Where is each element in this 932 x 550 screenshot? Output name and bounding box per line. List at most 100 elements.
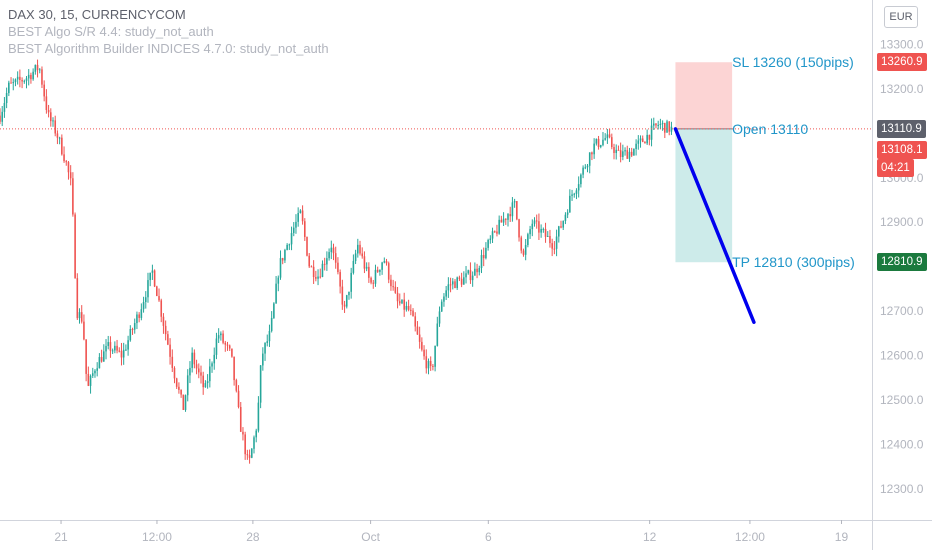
candle-body xyxy=(0,115,1,122)
y-tick-label: 12600.0 xyxy=(880,349,924,363)
candle-body xyxy=(478,267,481,273)
candle-body xyxy=(376,269,379,272)
candle-body xyxy=(138,314,140,318)
candle-body xyxy=(310,266,313,268)
candle-body xyxy=(546,235,549,237)
candle-body xyxy=(414,316,417,327)
price-axis-bg xyxy=(872,0,932,550)
candle-body xyxy=(438,311,441,324)
candle-body xyxy=(535,220,538,222)
candle-body xyxy=(527,234,529,246)
candle-body xyxy=(151,270,154,273)
candle-body xyxy=(518,219,520,238)
candle-body xyxy=(253,437,255,449)
candle-body xyxy=(458,277,461,279)
candle-body xyxy=(575,190,578,194)
candle-body xyxy=(602,139,604,146)
candle-body xyxy=(83,321,85,340)
candle-body xyxy=(268,330,271,342)
candle-body xyxy=(295,221,297,228)
candle-body xyxy=(348,291,350,296)
candle-body xyxy=(133,323,136,330)
candle-body xyxy=(432,365,434,367)
candle-body xyxy=(447,284,450,291)
candle-body xyxy=(246,454,249,456)
candle-body xyxy=(586,165,589,168)
candle-body xyxy=(264,342,266,354)
y-tick-label: 13200.0 xyxy=(880,82,924,96)
candle-body xyxy=(403,299,405,310)
candle-body xyxy=(45,96,48,111)
candle-body xyxy=(131,329,134,331)
candle-body xyxy=(443,296,445,302)
candle-body xyxy=(582,167,584,175)
candle-body xyxy=(445,290,447,297)
candle-body xyxy=(650,125,653,140)
candle-body xyxy=(509,214,512,217)
candle-body xyxy=(76,278,79,319)
candles xyxy=(0,59,673,464)
candle-body xyxy=(345,295,348,307)
candle-body xyxy=(670,126,673,132)
candle-body xyxy=(584,167,587,169)
candle-body xyxy=(85,339,87,374)
candle-body xyxy=(1,111,4,122)
candle-body xyxy=(394,286,397,293)
candle-body xyxy=(202,375,204,388)
candle-body xyxy=(211,363,213,367)
candle-body xyxy=(370,277,372,283)
candle-body xyxy=(142,302,145,310)
candle-body xyxy=(80,312,83,322)
candle-body xyxy=(328,252,330,259)
candle-body xyxy=(244,434,246,455)
x-tick-label: 28 xyxy=(246,530,260,544)
candle-body xyxy=(173,367,176,379)
candle-body xyxy=(175,378,178,387)
projection-arrow xyxy=(673,127,756,324)
candle-body xyxy=(197,368,200,373)
currency-button[interactable]: EUR xyxy=(884,6,918,28)
legend-indicator-builder[interactable]: BEST Algorithm Builder INDICES 4.7.0: st… xyxy=(8,41,329,56)
candle-body xyxy=(215,338,218,355)
candle-body xyxy=(405,305,408,310)
x-tick-label: 12 xyxy=(643,530,657,544)
candle-body xyxy=(306,236,308,256)
candle-body xyxy=(611,137,613,148)
candle-body xyxy=(440,301,443,312)
candle-body xyxy=(381,262,383,270)
candle-body xyxy=(312,266,315,278)
candle-body xyxy=(606,134,609,139)
candle-body xyxy=(61,137,63,155)
candle-body xyxy=(555,236,558,249)
candle-body xyxy=(412,310,414,317)
candle-body xyxy=(655,123,657,126)
candle-body xyxy=(639,138,642,141)
legend-indicator-sr[interactable]: BEST Algo S/R 4.4: study_not_auth xyxy=(8,24,214,39)
candle-body xyxy=(407,305,410,310)
candle-body xyxy=(604,138,606,140)
candle-body xyxy=(460,278,463,285)
candle-body xyxy=(392,286,394,288)
candle-body xyxy=(487,240,489,248)
x-tick-label: 19 xyxy=(835,530,849,544)
candle-body xyxy=(496,231,498,234)
candle-body xyxy=(522,250,525,255)
candle-body xyxy=(429,360,432,366)
candle-body xyxy=(54,120,57,134)
candle-body xyxy=(290,233,293,245)
candle-body xyxy=(630,151,633,156)
candle-body xyxy=(250,448,253,458)
candle-body xyxy=(242,431,244,435)
candle-body xyxy=(52,120,54,122)
x-tick-label: 21 xyxy=(54,530,68,544)
candle-body xyxy=(387,263,390,280)
candle-body xyxy=(65,161,68,163)
candle-body xyxy=(41,69,43,85)
y-tick-label: 12700.0 xyxy=(880,304,924,318)
candle-body xyxy=(398,301,401,304)
legend-symbol-title[interactable]: DAX 30, 15, CURRENCYCOM xyxy=(8,7,186,22)
candle-body xyxy=(359,244,361,254)
candle-body xyxy=(189,367,191,376)
candle-body xyxy=(652,123,655,126)
